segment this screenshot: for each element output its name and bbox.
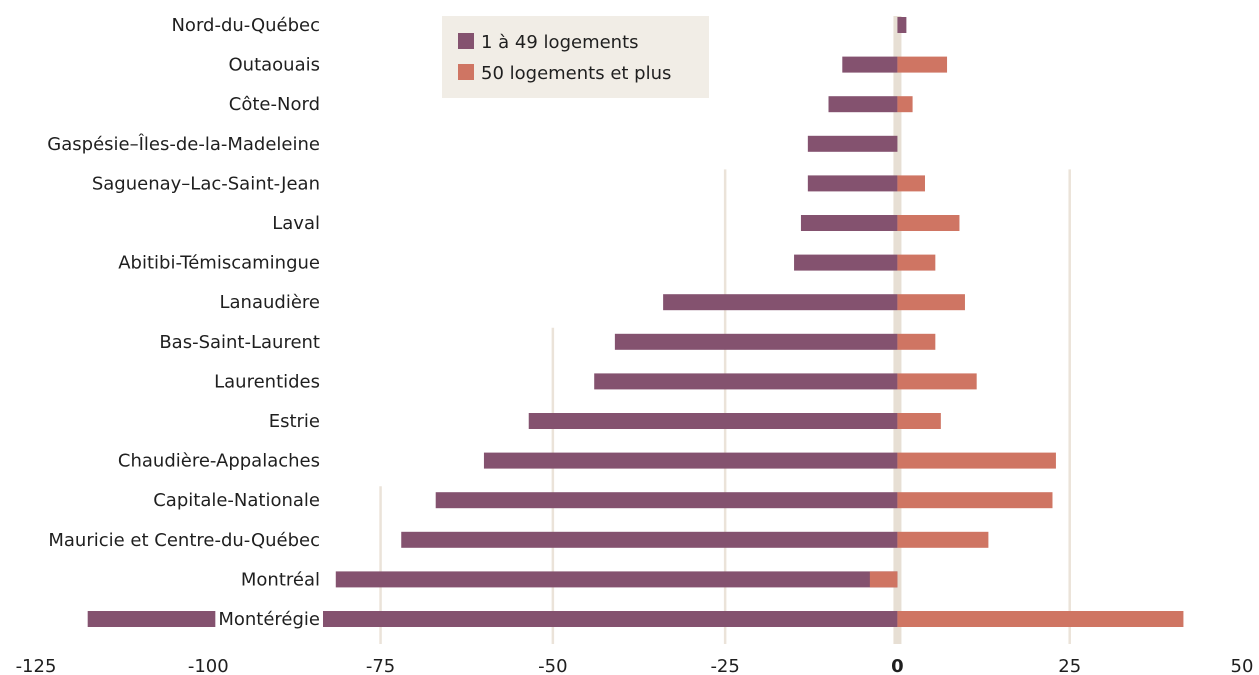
bar-50-plus [897, 254, 936, 271]
x-tick-label: 25 [1058, 656, 1081, 675]
x-tick-label: 50 [1231, 656, 1254, 675]
bar-1-a-49 [794, 254, 898, 271]
bar-50-plus [897, 96, 913, 113]
bar-50-plus [897, 215, 960, 231]
category-label-bg [114, 449, 323, 473]
category-label-bg [44, 131, 323, 156]
category-label-bg [269, 212, 323, 235]
bar-1-a-49 [594, 373, 898, 390]
bar-1-a-49 [483, 452, 898, 469]
category-label: Capitale-Nationale [153, 490, 320, 511]
bar-50-plus [897, 175, 925, 192]
category-label-bg [265, 410, 323, 433]
legend-box [442, 16, 709, 98]
bar-50-plus [897, 452, 1056, 469]
category-label: Montérégie [218, 609, 320, 630]
category-label: Saguenay–Lac-Saint-Jean [92, 173, 320, 194]
category-label-bg [211, 370, 323, 394]
category-label-bg [150, 489, 323, 513]
zero-line [893, 16, 902, 644]
category-labels: Nord-du-Québec Outaouais Côte-Nord Gaspésie… [44, 14, 323, 631]
x-tick-label: -100 [188, 656, 229, 675]
x-axis-ticks: -125 -100 -75 -50 -25 0 25 50 [16, 656, 1254, 675]
bar-1-a-49 [842, 56, 898, 73]
legend: 1 à 49 logements 50 logements et plus [442, 16, 709, 98]
bar-50-plus [869, 571, 898, 588]
bar-1-a-49 [87, 611, 898, 627]
bar-50-plus [897, 492, 1053, 509]
bar-50-plus [897, 373, 977, 390]
bar-1-a-49 [807, 135, 898, 152]
legend-label: 50 logements et plus [481, 63, 671, 84]
bar-1-a-49 [897, 17, 907, 33]
category-label-bg [225, 53, 323, 77]
bar-1-a-49 [614, 333, 898, 350]
bar-1-a-49 [828, 96, 898, 113]
category-label-bg [156, 330, 323, 354]
category-label-bg [237, 568, 323, 592]
category-label-bg [88, 172, 323, 196]
category-label: Gaspésie–Îles-de-la-Madeleine [47, 133, 320, 155]
bar-50-plus [897, 413, 941, 429]
category-label-bg [168, 14, 323, 37]
category-label-bg [45, 528, 323, 552]
category-label: Montréal [241, 569, 320, 590]
bar-50-plus [897, 531, 989, 548]
legend-swatch [458, 33, 474, 49]
category-label-bg [225, 93, 323, 117]
bars [87, 17, 1184, 627]
bar-1-a-49 [335, 571, 898, 588]
bar-50-plus [897, 611, 1184, 627]
x-tick-label: 0 [891, 656, 904, 675]
category-label: Nord-du-Québec [171, 15, 320, 36]
category-label: Lanaudière [220, 292, 321, 313]
x-tick-label: -125 [16, 656, 57, 675]
bar-1-a-49 [663, 294, 898, 311]
category-label: Côte-Nord [229, 94, 320, 115]
category-label-bg [216, 291, 323, 315]
bar-50-plus [897, 333, 936, 350]
category-label-bg [215, 608, 323, 631]
bar-50-plus [897, 294, 965, 311]
legend-label: 1 à 49 logements [481, 32, 639, 53]
bar-50-plus [897, 56, 948, 73]
category-label: Estrie [269, 411, 320, 432]
category-label: Chaudière-Appalaches [118, 451, 320, 472]
bar-1-a-49 [435, 492, 898, 509]
bar-1-a-49 [800, 215, 898, 231]
bar-1-a-49 [807, 175, 898, 192]
x-tick-label: -25 [710, 656, 739, 675]
grid-lines [379, 16, 1071, 644]
category-label: Bas-Saint-Laurent [159, 332, 320, 353]
category-label: Abitibi-Témiscamingue [118, 253, 320, 274]
category-label: Laval [272, 213, 320, 234]
legend-swatch [458, 64, 474, 80]
x-tick-label: -50 [538, 656, 567, 675]
bar-1-a-49 [528, 413, 898, 429]
bar-1-a-49 [401, 531, 898, 548]
category-label: Mauricie et Centre-du-Québec [48, 530, 320, 551]
category-label: Laurentides [214, 371, 320, 392]
category-label: Outaouais [229, 55, 321, 76]
x-tick-label: -75 [366, 656, 395, 675]
category-label-bg [115, 251, 323, 275]
